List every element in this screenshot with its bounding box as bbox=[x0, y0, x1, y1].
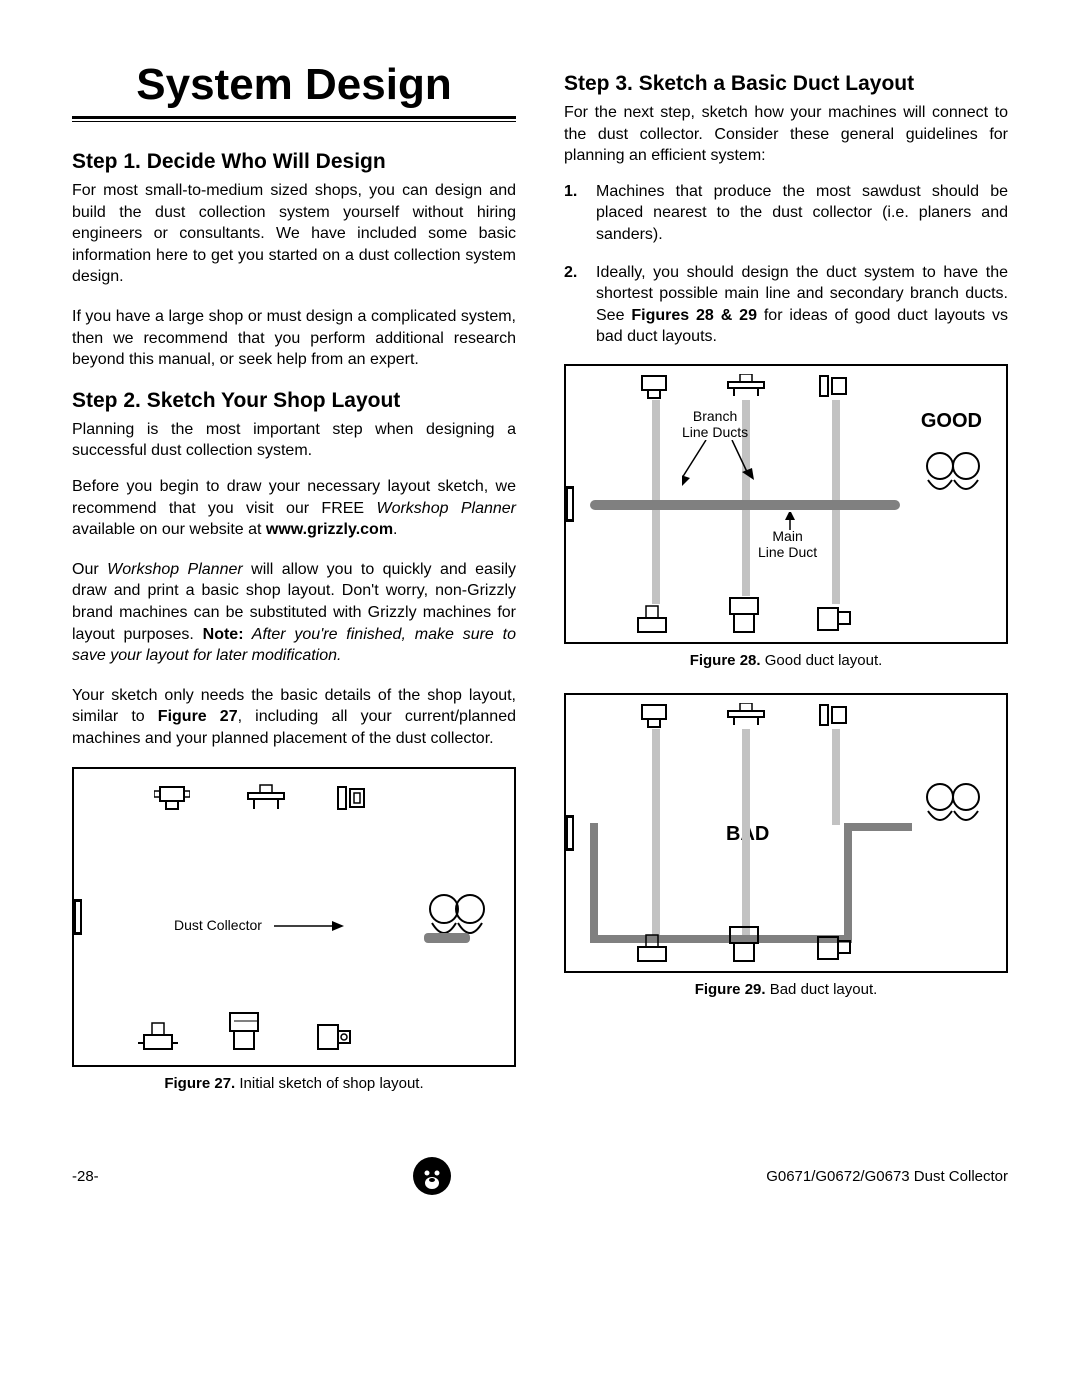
figure-28-box: GOOD bbox=[564, 364, 1008, 644]
main-label: Main Line Duct bbox=[758, 528, 817, 560]
step2-para3: Our Workshop Planner will allow you to q… bbox=[72, 559, 516, 667]
step2-para1: Planning is the most important step when… bbox=[72, 419, 516, 462]
title-rule bbox=[72, 116, 516, 119]
figure-27-caption: Figure 27. Initial sketch of shop layout… bbox=[72, 1075, 516, 1092]
url-text: www.grizzly.com bbox=[266, 521, 393, 538]
bad-duct bbox=[844, 823, 852, 943]
machine-icon bbox=[154, 783, 190, 813]
figure-29-caption: Figure 29. Bad duct layout. bbox=[564, 981, 1008, 998]
machine-icon bbox=[814, 604, 854, 634]
text: available on our website at bbox=[72, 521, 266, 538]
machine-icon bbox=[314, 1021, 354, 1053]
step1-para1: For most small-to-medium sized shops, yo… bbox=[72, 180, 516, 288]
branch-duct bbox=[832, 400, 840, 500]
title-rule-thin bbox=[72, 121, 516, 122]
page-number: -28- bbox=[72, 1168, 99, 1185]
figure-ref: Figure 27 bbox=[158, 708, 238, 725]
machine-icon bbox=[814, 933, 854, 963]
branch-duct bbox=[652, 729, 660, 935]
branch-duct bbox=[832, 510, 840, 604]
text: Our bbox=[72, 561, 107, 578]
guideline-2: Ideally, you should design the duct syst… bbox=[564, 262, 1008, 348]
machine-icon bbox=[818, 374, 848, 400]
step2-heading: Step 2. Sketch Your Shop Layout bbox=[72, 389, 516, 413]
wall-icon bbox=[566, 486, 574, 522]
step2-para4: Your sketch only needs the basic details… bbox=[72, 685, 516, 750]
branch-duct bbox=[652, 400, 660, 500]
branch-label: Branch Line Ducts bbox=[682, 408, 748, 440]
figure-27-box: Dust Collector bbox=[72, 767, 516, 1067]
machine-icon bbox=[724, 596, 764, 636]
wall-icon bbox=[74, 899, 82, 935]
text: . bbox=[393, 521, 397, 538]
step3-heading: Step 3. Sketch a Basic Duct Layout bbox=[564, 72, 1008, 96]
bad-duct bbox=[590, 823, 598, 935]
wall-icon bbox=[566, 815, 574, 851]
branch-duct bbox=[652, 510, 660, 604]
step3-para1: For the next step, sketch how your machi… bbox=[564, 102, 1008, 167]
main-duct bbox=[590, 500, 900, 510]
machine-icon bbox=[632, 933, 672, 965]
machine-icon bbox=[632, 604, 672, 636]
page-footer: -28- G0671/G0672/G0673 Dust Collector bbox=[72, 1156, 1008, 1196]
right-column: Step 3. Sketch a Basic Duct Layout For t… bbox=[564, 60, 1008, 1116]
step1-para2: If you have a large shop or must design … bbox=[72, 306, 516, 371]
machine-icon bbox=[724, 703, 768, 727]
step2-para2: Before you begin to draw your necessary … bbox=[72, 476, 516, 541]
arrow-icon bbox=[780, 512, 800, 530]
machine-icon bbox=[818, 703, 848, 729]
model-text: G0671/G0672/G0673 Dust Collector bbox=[766, 1168, 1008, 1185]
bad-duct bbox=[844, 823, 912, 831]
arrow-icon bbox=[274, 919, 344, 933]
machine-icon bbox=[336, 783, 366, 813]
machine-icon bbox=[224, 1011, 264, 1053]
machine-icon bbox=[636, 703, 672, 729]
dust-collector-icon bbox=[922, 781, 988, 851]
branch-duct bbox=[742, 729, 750, 935]
text-italic: Workshop Planner bbox=[107, 561, 243, 578]
machine-icon bbox=[138, 1019, 178, 1053]
machine-icon bbox=[244, 783, 288, 811]
step1-heading: Step 1. Decide Who Will Design bbox=[72, 150, 516, 174]
figure-29-box: BAD bbox=[564, 693, 1008, 973]
branch-duct bbox=[742, 510, 750, 596]
arrow-icon bbox=[682, 440, 772, 492]
good-label: GOOD bbox=[921, 410, 982, 433]
text-italic: Workshop Planner bbox=[376, 500, 516, 517]
bear-logo-icon bbox=[412, 1156, 452, 1196]
figure-28-caption: Figure 28. Good duct layout. bbox=[564, 652, 1008, 669]
machine-icon bbox=[724, 925, 764, 965]
machine-icon bbox=[724, 374, 768, 398]
guidelines-list: Machines that produce the most sawdust s… bbox=[564, 181, 1008, 348]
note-label: Note: bbox=[203, 626, 244, 643]
page-title: System Design bbox=[72, 60, 516, 110]
guideline-1: Machines that produce the most sawdust s… bbox=[564, 181, 1008, 246]
dust-collector-icon bbox=[424, 889, 494, 949]
bad-duct bbox=[590, 935, 852, 943]
dust-collector-icon bbox=[922, 450, 988, 540]
machine-icon bbox=[636, 374, 672, 400]
figure-27-label: Dust Collector bbox=[174, 917, 262, 933]
branch-duct bbox=[832, 729, 840, 825]
figure-ref: Figures 28 & 29 bbox=[631, 307, 757, 324]
left-column: System Design Step 1. Decide Who Will De… bbox=[72, 60, 516, 1116]
